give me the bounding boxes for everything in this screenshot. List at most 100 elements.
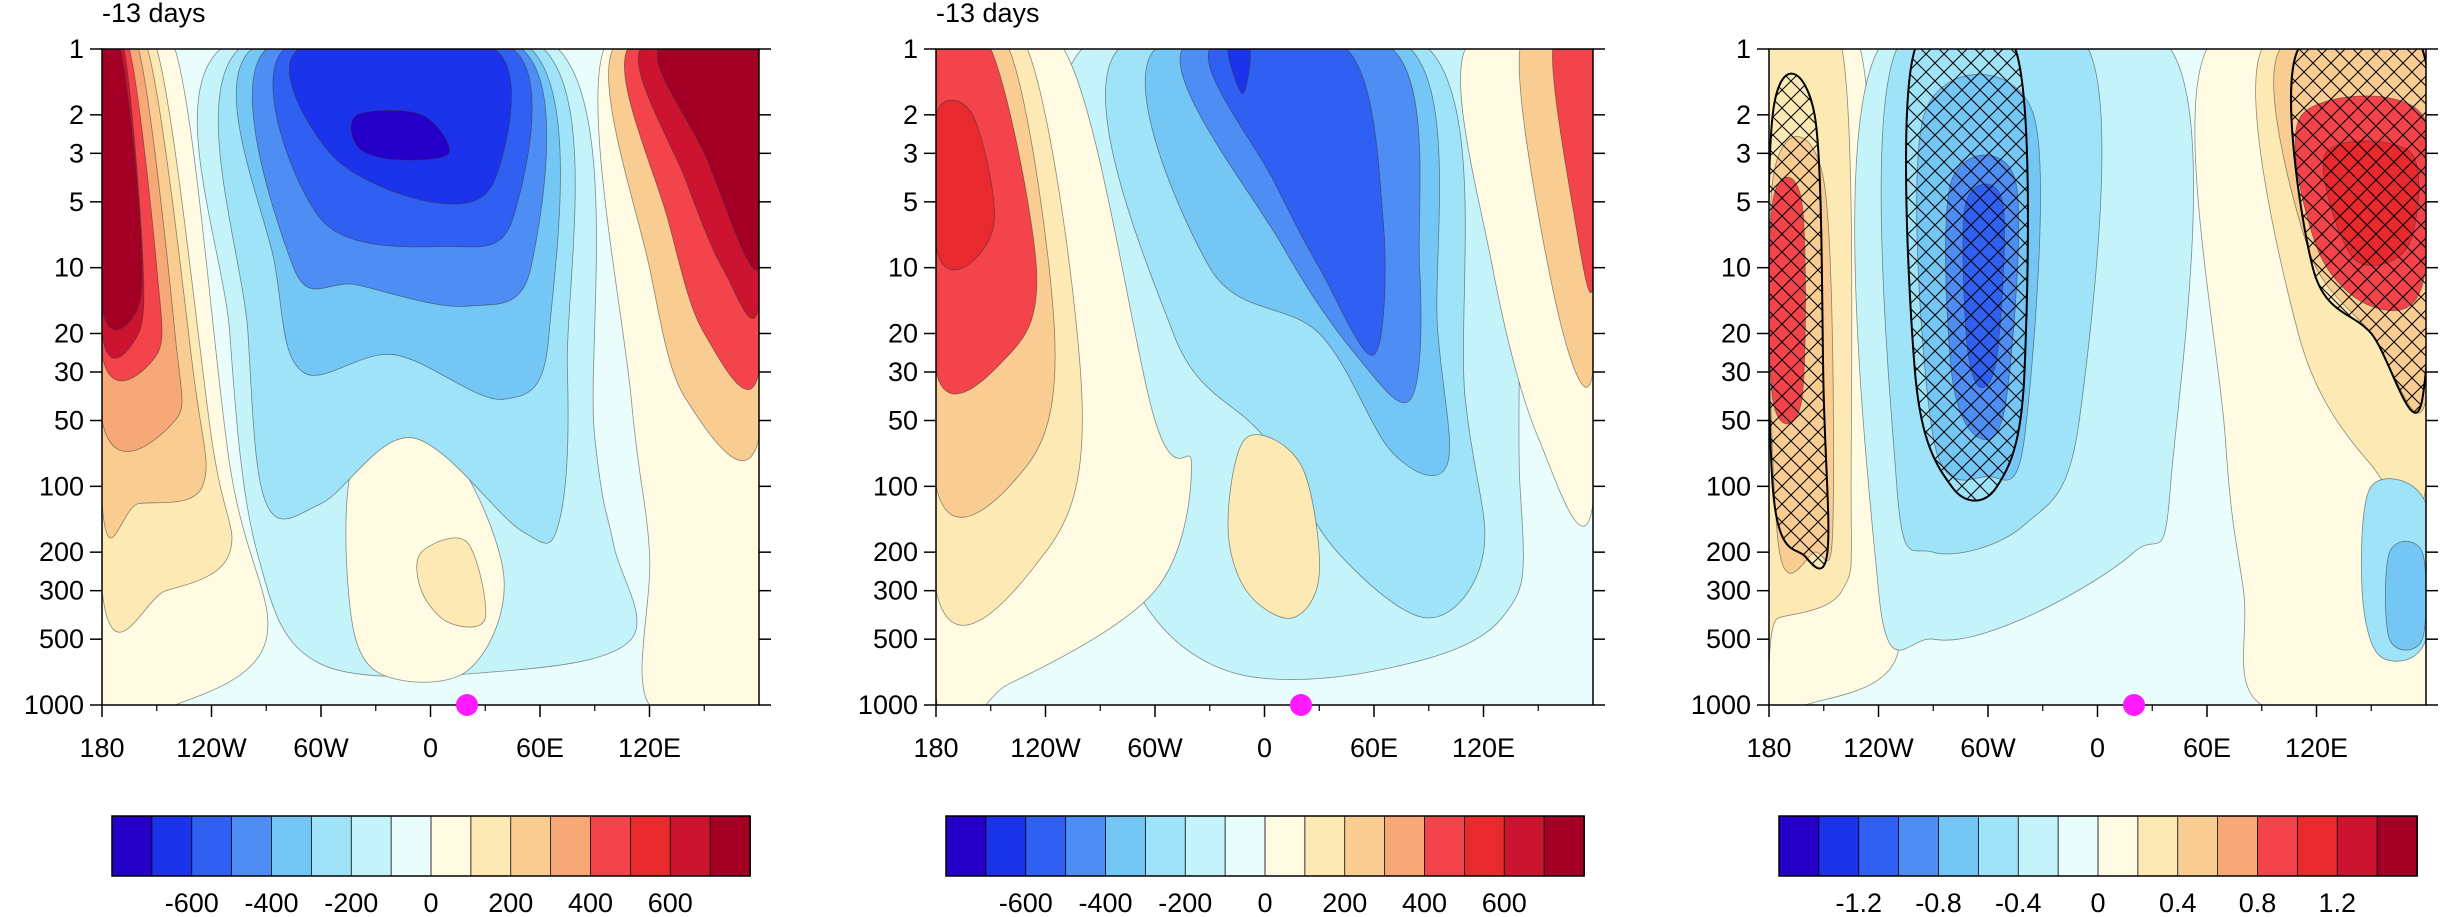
panel-title: -13 days: [102, 0, 206, 28]
colorbar-bin: [709, 815, 751, 877]
x-tick-label: 120E: [1452, 733, 1515, 763]
contour-region-6: [1207, 49, 1386, 356]
y-tick-label: 100: [39, 471, 84, 501]
x-tick-label: 0: [2090, 733, 2105, 763]
colorbar-bin: [1503, 815, 1546, 877]
colorbar-frame: [945, 815, 1585, 877]
y-tick-label: 500: [1706, 624, 1751, 654]
y-tick-label: 1: [69, 34, 84, 64]
colorbar-bin: [1065, 815, 1107, 877]
location-marker: [456, 694, 478, 716]
colorbar-bin: [1264, 815, 1306, 877]
y-tick-label: 300: [873, 576, 918, 606]
colorbar-label: 1.2: [2318, 888, 2356, 917]
colorbar-label: 200: [1322, 888, 1367, 917]
contour-region-13: [936, 99, 995, 271]
y-tick-label: 20: [1721, 318, 1751, 348]
contour-field: [102, 49, 759, 705]
colorbar-bin: [2296, 815, 2339, 877]
location-marker: [1290, 694, 1312, 716]
y-tick-label: 5: [903, 187, 918, 217]
x-tick-label: 120W: [176, 733, 247, 763]
colorbar-bin: [1224, 815, 1266, 877]
y-tick-label: 30: [888, 357, 918, 387]
x-tick-label: 180: [913, 733, 958, 763]
x-tick-label: 120W: [1843, 733, 1914, 763]
colorbar-label: 0: [2090, 888, 2105, 917]
x-tick-label: 60W: [293, 733, 349, 763]
colorbar-bin: [2376, 815, 2418, 877]
y-tick-label: 500: [39, 624, 84, 654]
y-tick-label: 10: [888, 253, 918, 283]
colorbar-label: -200: [324, 888, 378, 917]
x-tick-label: 60E: [2183, 733, 2231, 763]
colorbar-label: -600: [999, 888, 1053, 917]
contour-region-9: [1227, 434, 1320, 619]
x-tick-label: 0: [1257, 733, 1272, 763]
y-tick-label: 20: [888, 318, 918, 348]
colorbar-frame: [1778, 815, 2418, 877]
colorbar-bin: [1105, 815, 1147, 877]
y-tick-label: 2: [69, 100, 84, 130]
y-tick-label: 1: [903, 34, 918, 64]
colorbar-label: -200: [1158, 888, 1212, 917]
colorbar-label: 600: [648, 888, 693, 917]
x-tick-label: 60W: [1127, 733, 1183, 763]
panel-3: 1 2 3 5 10 20 30 50 100 200 300 500 1000 180 120W 60W 0 6…: [1691, 34, 2438, 917]
y-tick-label: 3: [1736, 138, 1751, 168]
y-tick-label: 50: [54, 406, 84, 436]
y-tick-label: 1: [1736, 34, 1751, 64]
colorbar-label: -1.2: [1835, 888, 1882, 917]
y-tick-label: 10: [54, 253, 84, 283]
colorbar: -600 -400 -200 0 200 400 600: [945, 815, 1585, 917]
colorbar-bin: [669, 815, 712, 877]
colorbar-bin: [470, 815, 512, 877]
x-tick-label: 120E: [2285, 733, 2348, 763]
y-tick-label: 10: [1721, 253, 1751, 283]
y-tick-label: 5: [1736, 187, 1751, 217]
x-tick-label: 180: [79, 733, 124, 763]
colorbar-bin: [1344, 815, 1386, 877]
colorbar-bin: [510, 815, 552, 877]
contour-region-4: [416, 537, 487, 628]
y-tick-label: 3: [69, 138, 84, 168]
y-tick-label: 200: [1706, 537, 1751, 567]
colorbar-label: 0.4: [2159, 888, 2197, 917]
y-tick-label: 1000: [24, 690, 84, 720]
x-tick-label: 120W: [1010, 733, 1081, 763]
colorbar-bin: [1778, 815, 1820, 877]
y-tick-label: 1000: [858, 690, 918, 720]
colorbar-bin: [590, 815, 632, 877]
y-tick-label: 50: [1721, 406, 1751, 436]
colorbar-bin: [1384, 815, 1426, 877]
contour-region-22: [656, 49, 759, 271]
colorbar-bin: [1898, 815, 1940, 877]
panel-title: -13 days: [936, 0, 1040, 28]
y-tick-label: 200: [39, 537, 84, 567]
colorbar-bin: [2177, 815, 2219, 877]
colorbar-bin: [1424, 815, 1466, 877]
colorbar-bin: [985, 815, 1027, 877]
colorbar-bin: [2097, 815, 2139, 877]
significance-hatch-2: [1905, 49, 2029, 502]
colorbar-label: 600: [1482, 888, 1527, 917]
colorbar-label: -400: [1078, 888, 1132, 917]
colorbar-bin: [1938, 815, 1980, 877]
colorbar-bin: [2017, 815, 2060, 877]
colorbar-bin: [550, 815, 592, 877]
contour-region-17: [102, 49, 143, 331]
colorbar-label: 0: [423, 888, 438, 917]
x-tick-label: 180: [1746, 733, 1791, 763]
panel-2: 1 2 3 5 10 20 30 50 100 200 300 500 1000 180 120W 60W 0 6…: [858, 0, 1605, 917]
colorbar-bin: [1818, 815, 1860, 877]
colorbar: -600 -400 -200 0 200 400 600: [111, 815, 751, 917]
y-tick-label: 3: [903, 138, 918, 168]
x-tick-label: 120E: [618, 733, 681, 763]
colorbar-label: -0.8: [1915, 888, 1962, 917]
y-tick-label: 300: [39, 576, 84, 606]
colorbar-label: 400: [1402, 888, 1447, 917]
x-tick-label: 60E: [516, 733, 564, 763]
x-tick-label: 60W: [1960, 733, 2016, 763]
contour-field: [936, 49, 1593, 705]
